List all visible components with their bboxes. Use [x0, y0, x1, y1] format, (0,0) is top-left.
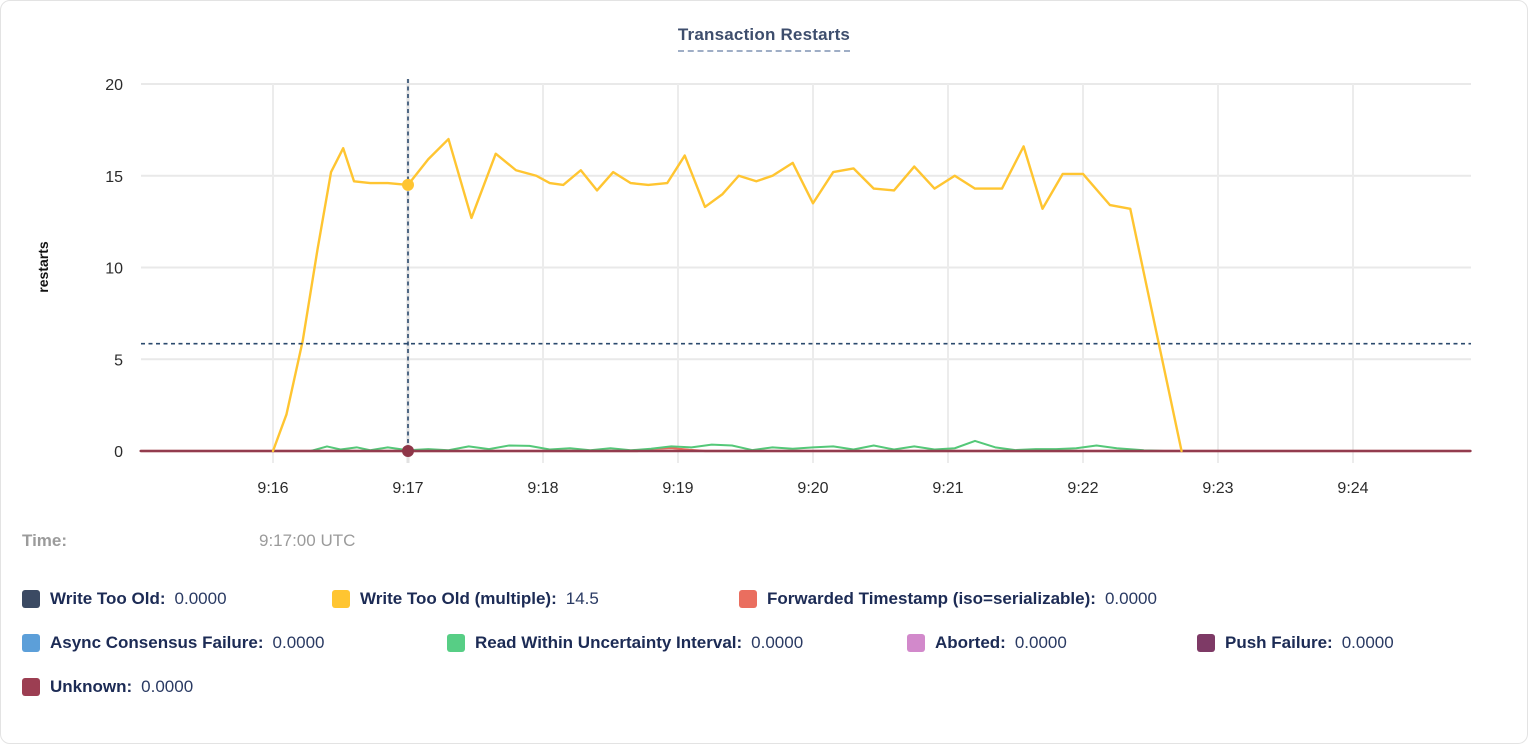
- x-tick-label: 9:19: [662, 480, 693, 497]
- legend-item: Push Failure: 0.0000: [1197, 633, 1394, 653]
- legend-series-label: Push Failure:: [1225, 633, 1333, 652]
- legend-swatch: [22, 590, 40, 608]
- legend-swatch: [332, 590, 350, 608]
- chart-title[interactable]: Transaction Restarts: [677, 25, 851, 52]
- x-tick-label: 9:18: [527, 480, 558, 497]
- chart-title-wrap: Transaction Restarts: [1, 25, 1527, 52]
- legend-series-label: Aborted:: [935, 633, 1006, 652]
- y-tick-label: 10: [105, 261, 123, 278]
- legend-series-value: 0.0000: [751, 633, 804, 652]
- y-tick-label: 20: [105, 77, 123, 94]
- x-tick-label: 9:17: [392, 480, 423, 497]
- legend-series-value: 0.0000: [1014, 633, 1067, 652]
- legend-item: Write Too Old: 0.0000: [22, 589, 332, 609]
- legend-series-label: Write Too Old (multiple):: [360, 589, 557, 608]
- legend-series-value: 0.0000: [141, 677, 194, 696]
- legend-series-label: Forwarded Timestamp (iso=serializable):: [767, 589, 1096, 608]
- x-tick-label: 9:24: [1337, 480, 1368, 497]
- time-value: 9:17:00 UTC: [259, 531, 356, 550]
- legend-series-label: Write Too Old:: [50, 589, 166, 608]
- legend-item: Aborted: 0.0000: [907, 633, 1197, 653]
- x-tick-label: 9:20: [797, 480, 828, 497]
- legend-swatch: [22, 678, 40, 696]
- legend-swatch: [22, 634, 40, 652]
- legend-item: Unknown: 0.0000: [22, 677, 193, 697]
- legend-swatch: [739, 590, 757, 608]
- y-tick-label: 15: [105, 169, 123, 186]
- legend-row: Write Too Old: 0.0000 Write Too Old (multi…: [22, 589, 1517, 609]
- series-line: [139, 439, 1472, 452]
- legend-series-value: 0.0000: [1104, 589, 1157, 608]
- legend-swatch: [447, 634, 465, 652]
- x-tick-label: 9:22: [1067, 480, 1098, 497]
- time-label: Time:: [22, 531, 68, 550]
- legend-swatch: [1197, 634, 1215, 652]
- y-tick-label: 0: [114, 444, 123, 461]
- highlight-dot: [402, 445, 414, 457]
- highlight-dot: [402, 178, 414, 191]
- legend-item: Forwarded Timestamp (iso=serializable): 0…: [739, 589, 1157, 609]
- legend-series-label: Unknown:: [50, 677, 133, 696]
- legend-series-value: 0.0000: [1341, 633, 1394, 652]
- x-tick-label: 9:23: [1202, 480, 1233, 497]
- y-axis-label: restarts: [35, 241, 51, 293]
- legend-row: Async Consensus Failure: 0.0000 Read Withi…: [22, 633, 1517, 653]
- x-tick-label: 9:16: [257, 480, 288, 497]
- legend-item: Write Too Old (multiple): 14.5: [332, 589, 739, 609]
- series-line: [271, 137, 1183, 453]
- tooltip-time-row: Time: 9:17:00 UTC: [1, 531, 1527, 555]
- legend-item: Async Consensus Failure: 0.0000: [22, 633, 447, 653]
- y-tick-label: 5: [114, 352, 123, 369]
- legend-item: Read Within Uncertainty Interval: 0.0000: [447, 633, 907, 653]
- legend-series-label: Read Within Uncertainty Interval:: [475, 633, 743, 652]
- x-tick-label: 9:21: [932, 480, 963, 497]
- legend-series-value: 14.5: [565, 589, 599, 608]
- legend-series-value: 0.0000: [272, 633, 325, 652]
- legend-row: Unknown: 0.0000: [22, 677, 1517, 697]
- legend-series-label: Async Consensus Failure:: [50, 633, 264, 652]
- chart-legend: Write Too Old: 0.0000 Write Too Old (multi…: [22, 589, 1517, 721]
- transaction-restarts-chart[interactable]: 0 5 10 15 20 9:16 9:17 9:18 9:19 9:20 9:21 9:22 9:23…: [1, 1, 1528, 511]
- legend-series-value: 0.0000: [174, 589, 227, 608]
- legend-swatch: [907, 634, 925, 652]
